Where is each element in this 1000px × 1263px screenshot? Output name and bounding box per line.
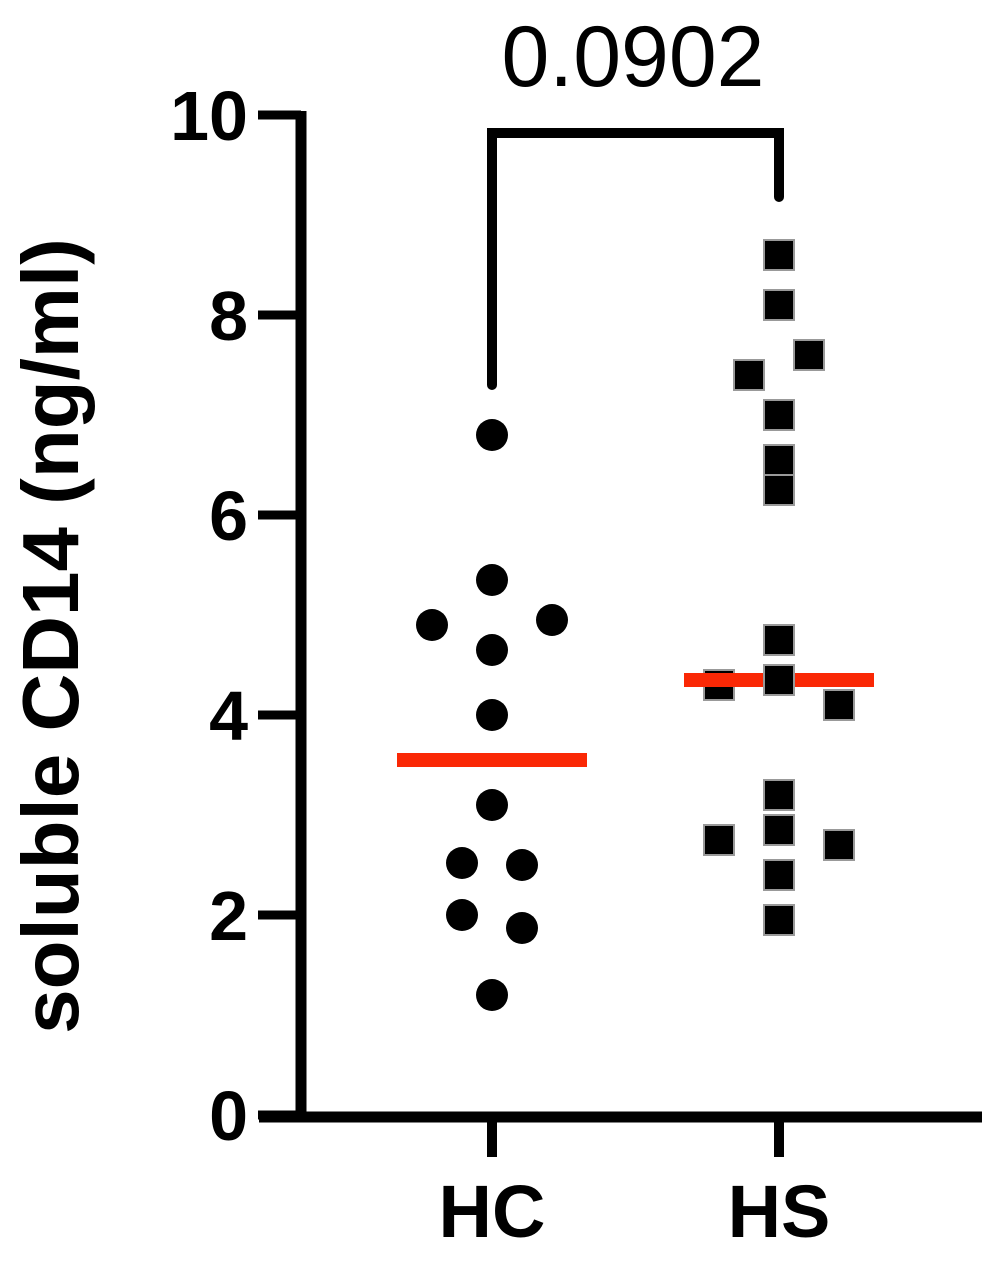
median-line-hc (397, 753, 587, 767)
data-point-hc (506, 912, 538, 944)
x-category-label-hs: HS (728, 1170, 831, 1253)
data-point-hc (476, 979, 508, 1011)
data-point-hs (763, 814, 795, 846)
y-tick-label: 2 (209, 877, 248, 955)
axes: 0 2 4 6 8 10 HC HS (170, 77, 982, 1253)
data-point-hs (823, 829, 855, 861)
data-point-hc (536, 604, 568, 636)
data-point-hs (793, 339, 825, 371)
data-point-hs (763, 239, 795, 271)
data-points-layer (397, 239, 874, 1011)
y-tick-label: 6 (209, 477, 248, 555)
data-point-hs (763, 664, 795, 696)
x-category-label-hc: HC (439, 1170, 546, 1253)
data-point-hs (703, 824, 735, 856)
data-point-hc (446, 899, 478, 931)
y-axis-title: soluble CD14 (ng/ml) (6, 238, 95, 1034)
data-point-hs (763, 779, 795, 811)
data-point-hc (476, 699, 508, 731)
data-point-hc (446, 847, 478, 879)
y-tick-label: 10 (170, 77, 248, 155)
data-point-hs (763, 289, 795, 321)
data-point-hc (476, 419, 508, 451)
data-point-hs (763, 444, 795, 476)
data-point-hc (416, 609, 448, 641)
y-tick-label: 4 (209, 677, 248, 755)
data-point-hs (763, 474, 795, 506)
data-point-hc (476, 564, 508, 596)
data-point-hc (476, 789, 508, 821)
data-point-hs (733, 359, 765, 391)
data-point-hc (476, 634, 508, 666)
data-point-hs (763, 399, 795, 431)
data-point-hs (823, 689, 855, 721)
y-tick-label: 0 (209, 1077, 248, 1155)
data-point-hs (763, 624, 795, 656)
significance-bracket (487, 128, 784, 390)
y-tick-label: 8 (209, 277, 248, 355)
data-point-hs (763, 904, 795, 936)
p-value-label: 0.0902 (501, 9, 764, 105)
data-point-hs (763, 859, 795, 891)
data-point-hc (506, 849, 538, 881)
